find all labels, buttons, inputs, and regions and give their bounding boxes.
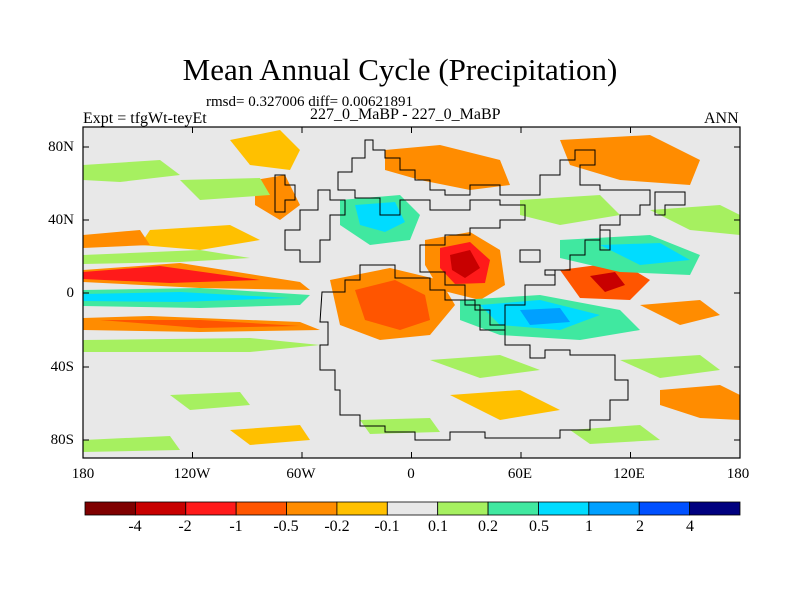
colorbar-label: 2 — [636, 518, 644, 535]
colorbar-swatch — [487, 501, 539, 516]
rmsd-subtitle: rmsd= 0.327006 diff= 0.00621891 — [206, 94, 414, 110]
colorbar-label: -0.5 — [273, 518, 299, 535]
season-label: ANN — [704, 110, 739, 127]
y-tick-label: 40N — [48, 212, 74, 228]
colorbar-swatch — [386, 501, 439, 516]
colorbar-label: -2 — [178, 518, 192, 535]
colorbar-swatch — [437, 501, 489, 516]
colorbar-swatch — [588, 501, 640, 516]
colorbar-swatch — [336, 501, 388, 516]
colorbar-label: 0.5 — [529, 518, 549, 535]
colorbar-swatch — [286, 501, 338, 516]
x-tick-label: 180 — [71, 466, 95, 482]
y-tick-label: 0 — [66, 285, 75, 301]
page-title: Mean Annual Cycle (Precipitation) — [182, 52, 618, 87]
colorbar-label: -4 — [128, 518, 142, 535]
colorbar-swatch — [235, 501, 287, 516]
colorbar-swatch — [134, 501, 187, 516]
y-tick-label: 40S — [50, 359, 74, 375]
colorbar — [84, 501, 741, 516]
x-tick-label: 60W — [286, 466, 316, 482]
colorbar-swatch — [689, 501, 741, 516]
x-tick-label: 180 — [726, 466, 750, 482]
precipitation-field — [83, 127, 740, 458]
colorbar-label: -1 — [229, 518, 243, 535]
x-tick-label: 60E — [507, 466, 533, 482]
case-label: 227_0_MaBP - 227_0_MaBP — [310, 106, 501, 123]
colorbar-label: -0.1 — [374, 518, 400, 535]
x-tick-label: 120W — [173, 466, 211, 482]
colorbar-label: 0.2 — [478, 518, 498, 535]
colorbar-label: 4 — [686, 518, 694, 535]
y-tick-label: 80N — [48, 139, 74, 155]
colorbar-label: 1 — [585, 518, 593, 535]
colorbar-swatch — [185, 501, 237, 516]
x-tick-label: 0 — [407, 466, 415, 482]
colorbar-label: -0.2 — [324, 518, 350, 535]
colorbar-swatch — [538, 501, 590, 516]
colorbar-swatch — [638, 501, 691, 516]
y-tick-label: 80S — [50, 432, 74, 448]
colorbar-swatch — [84, 501, 136, 516]
x-tick-label: 120E — [613, 466, 645, 482]
colorbar-label: 0.1 — [428, 518, 448, 535]
experiment-label: Expt = tfgWt-teyEt — [83, 110, 207, 127]
